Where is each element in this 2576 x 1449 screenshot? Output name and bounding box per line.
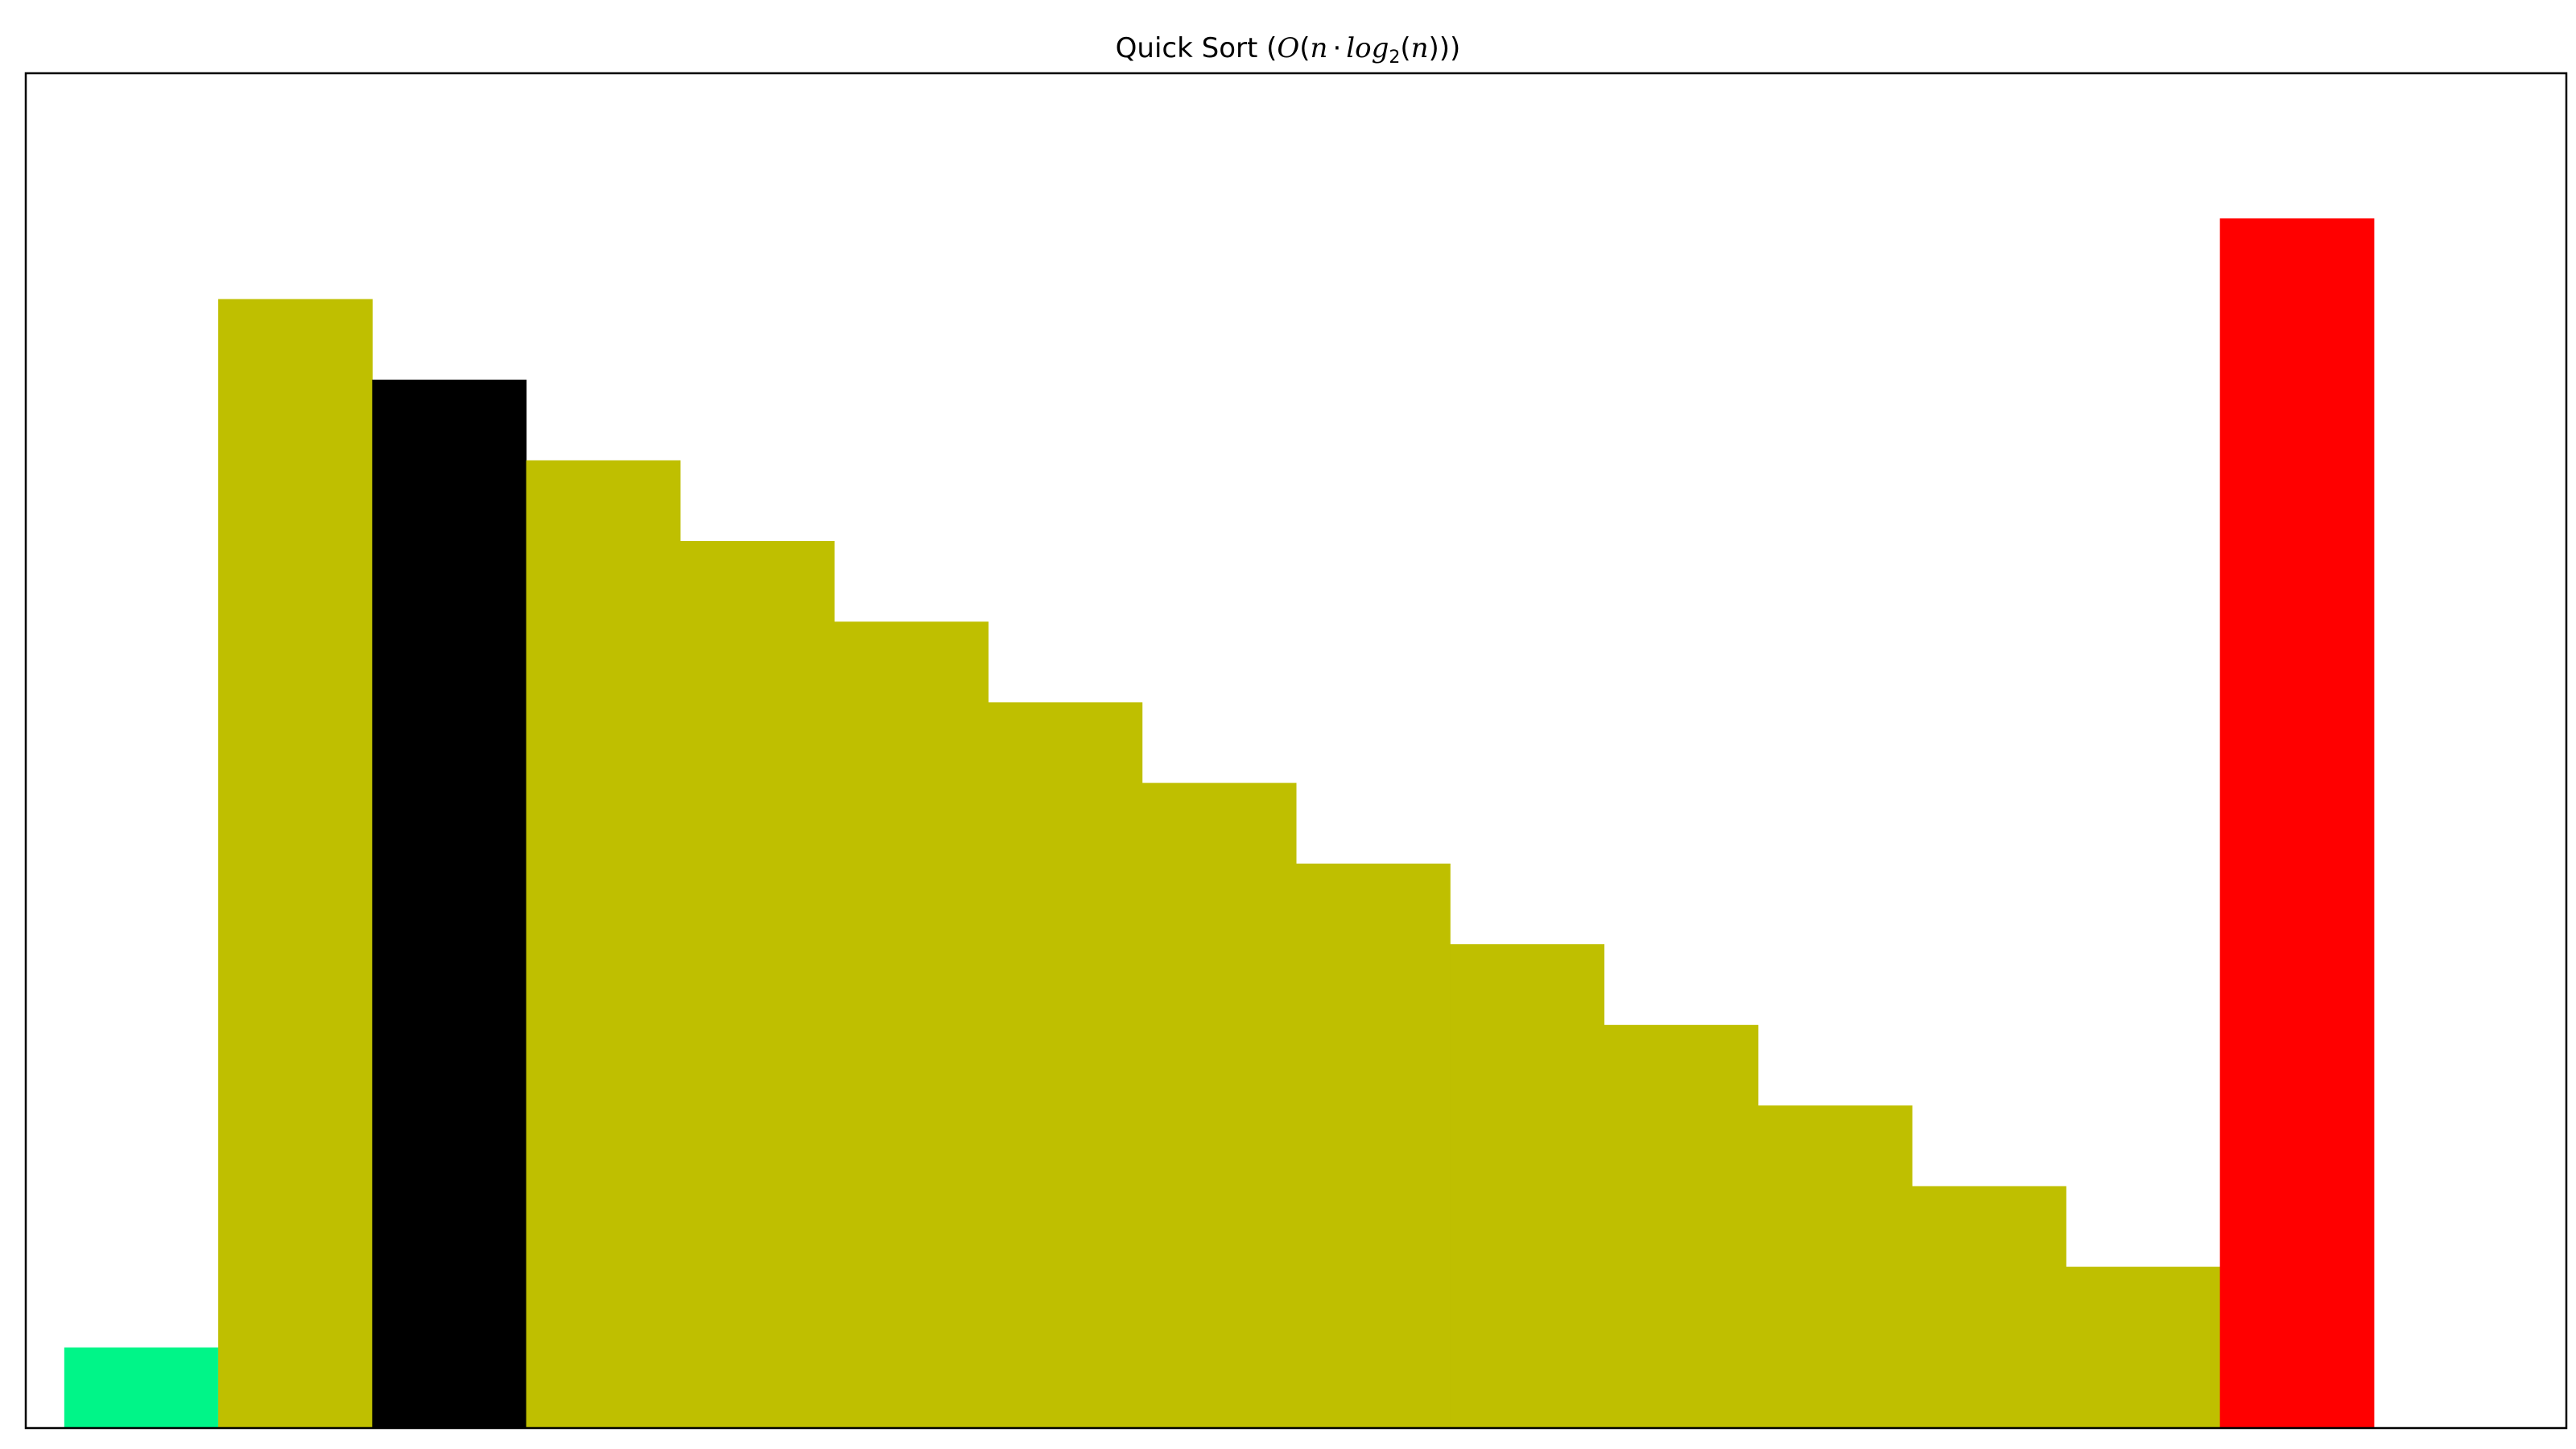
bar-11 [1758,1105,1913,1428]
bar-7 [1142,783,1297,1428]
bar-13 [2066,1267,2220,1428]
bar-0 [64,1348,219,1428]
bars-group [64,218,2375,1428]
bar-9 [1450,944,1604,1428]
bar-14 [2220,218,2375,1428]
bar-3 [526,460,681,1428]
bar-2 [372,380,526,1428]
bar-5 [834,621,989,1428]
bar-8 [1296,864,1451,1428]
bar-4 [680,541,835,1428]
bar-1 [218,299,373,1429]
bar-12 [1912,1186,2066,1428]
bar-6 [988,702,1142,1428]
bar-10 [1604,1025,1759,1428]
